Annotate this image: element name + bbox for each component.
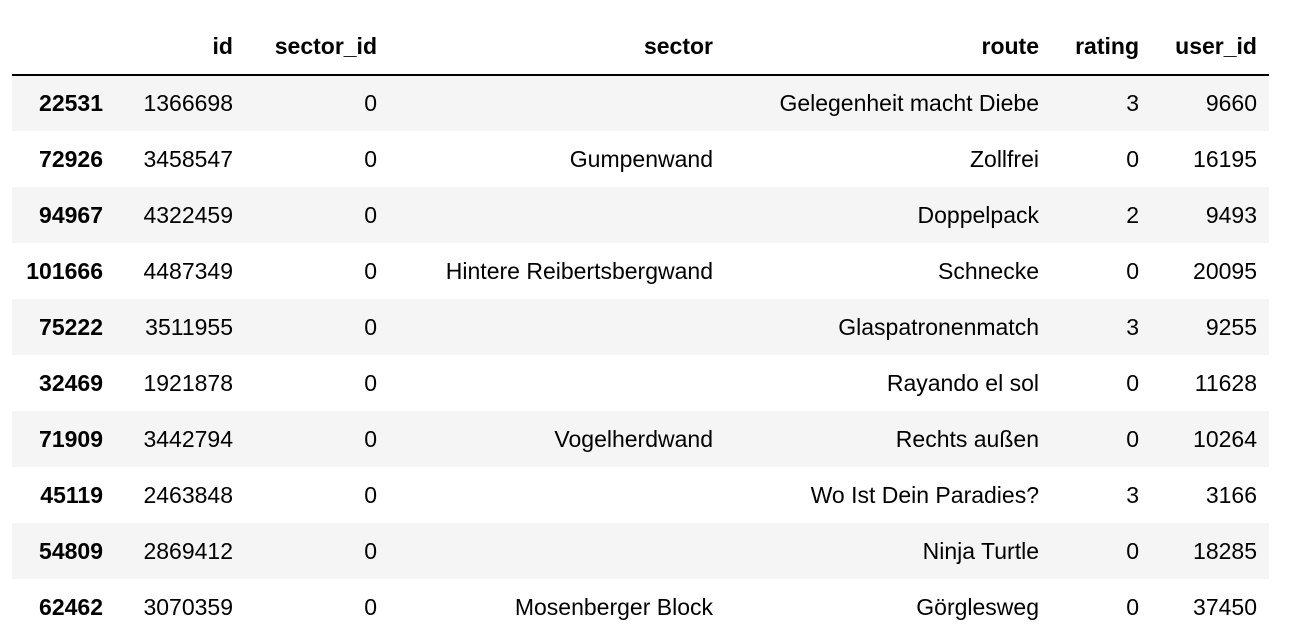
cell-sector-id: 0 [364,201,377,228]
cell-route: Wo Ist Dein Paradies? [810,481,1039,508]
cell-sector [389,187,725,243]
table-row: 54809 2869412 0 Ninja Turtle 0 18285 [12,523,1269,579]
table-row: 45119 2463848 0 Wo Ist Dein Paradies? 3 3166 [12,467,1269,523]
cell-sector-id: 0 [364,593,377,620]
table-row: 94967 4322459 0 Doppelpack 2 9493 [12,187,1269,243]
row-index: 101666 [26,257,103,284]
cell-route: Glaspatronenmatch [838,313,1039,340]
table-row: 101666 4487349 0 Hintere Reibertsbergwand Sc… [12,243,1269,299]
cell-rating: 2 [1126,201,1139,228]
row-index: 22531 [39,90,103,116]
cell-route: Ninja Turtle [922,537,1039,564]
dataframe-table: id sector_id sector route rating user_id… [12,17,1269,635]
header-row: id sector_id sector route rating user_id [12,17,1269,76]
cell-rating: 0 [1126,145,1139,172]
column-header-id: id [115,17,245,76]
row-index: 71909 [39,425,103,452]
cell-rating: 3 [1126,90,1139,116]
cell-sector-id: 0 [364,369,377,396]
cell-route: Rayando el sol [886,369,1039,396]
cell-rating: 3 [1126,481,1139,508]
row-index: 32469 [39,369,103,396]
cell-rating: 0 [1126,369,1139,396]
cell-sector-id: 0 [364,425,377,452]
cell-id: 3070359 [143,593,233,620]
row-index: 72926 [39,145,103,172]
cell-id: 3511955 [145,313,233,340]
cell-sector [389,75,725,131]
table-row: 71909 3442794 0 Vogelherdwand Rechts außen 0 1… [12,411,1269,467]
table-header: id sector_id sector route rating user_id [12,17,1269,76]
cell-sector: Hintere Reibertsbergwand [445,257,713,284]
row-index: 75222 [39,313,103,340]
cell-sector [389,523,725,579]
cell-id: 2869412 [143,537,233,564]
cell-sector: Mosenberger Block [514,593,713,620]
cell-user-id: 37450 [1193,593,1257,620]
column-header-user-id: user_id [1151,17,1269,76]
column-header-sector-id: sector_id [245,17,389,76]
row-index: 45119 [40,481,103,508]
cell-sector: Vogelherdwand [554,425,713,452]
cell-user-id: 9660 [1205,90,1257,116]
cell-sector-id: 0 [364,313,377,340]
table-row: 32469 1921878 0 Rayando el sol 0 11628 [12,355,1269,411]
cell-sector-id: 0 [364,481,377,508]
table-body: 22531 1366698 0 Gelegenheit macht Diebe 3 966… [12,75,1269,635]
cell-route: Rechts außen [895,425,1039,452]
cell-id: 1366698 [143,90,233,116]
cell-sector-id: 0 [364,537,377,564]
row-index: 62462 [39,593,103,620]
cell-rating: 0 [1126,425,1139,452]
cell-sector-id: 0 [364,90,377,116]
column-header-rating: rating [1051,17,1151,76]
table-row: 75222 3511955 0 Glaspatronenmatch 3 9255 [12,299,1269,355]
cell-user-id: 16195 [1193,145,1257,172]
cell-user-id: 10264 [1193,425,1257,452]
cell-sector-id: 0 [364,145,377,172]
cell-sector [389,299,725,355]
cell-user-id: 11628 [1194,369,1257,396]
cell-user-id: 18285 [1193,537,1257,564]
cell-id: 2463848 [143,481,233,508]
cell-user-id: 9255 [1205,313,1257,340]
cell-sector [389,355,725,411]
cell-user-id: 9493 [1205,201,1257,228]
cell-id: 1921878 [143,369,233,396]
cell-route: Gelegenheit macht Diebe [779,90,1039,116]
cell-route: Zollfrei [969,145,1039,172]
row-index: 94967 [39,201,103,228]
cell-rating: 3 [1126,313,1139,340]
cell-id: 3458547 [143,145,233,172]
cell-route: Schnecke [937,257,1039,284]
table-row: 62462 3070359 0 Mosenberger Block Görglesweg… [12,579,1269,635]
cell-rating: 0 [1126,537,1139,564]
cell-route: Görglesweg [916,593,1039,620]
cell-sector-id: 0 [364,257,377,284]
cell-rating: 0 [1126,257,1139,284]
table-row: 22531 1366698 0 Gelegenheit macht Diebe 3 966… [12,75,1269,131]
table-row: 72926 3458547 0 Gumpenwand Zollfrei 0 16195 [12,131,1269,187]
cell-rating: 0 [1126,593,1139,620]
column-header-route: route [725,17,1051,76]
dataframe-output: id sector_id sector route rating user_id… [12,17,1269,635]
index-header [12,17,115,76]
cell-sector [389,467,725,523]
cell-id: 4322459 [143,201,233,228]
cell-route: Doppelpack [917,201,1039,228]
cell-id: 3442794 [143,425,233,452]
cell-id: 4487349 [143,257,233,284]
row-index: 54809 [39,537,103,564]
column-header-sector: sector [389,17,725,76]
cell-user-id: 3166 [1205,481,1257,508]
cell-user-id: 20095 [1193,257,1257,284]
cell-sector: Gumpenwand [569,145,713,172]
